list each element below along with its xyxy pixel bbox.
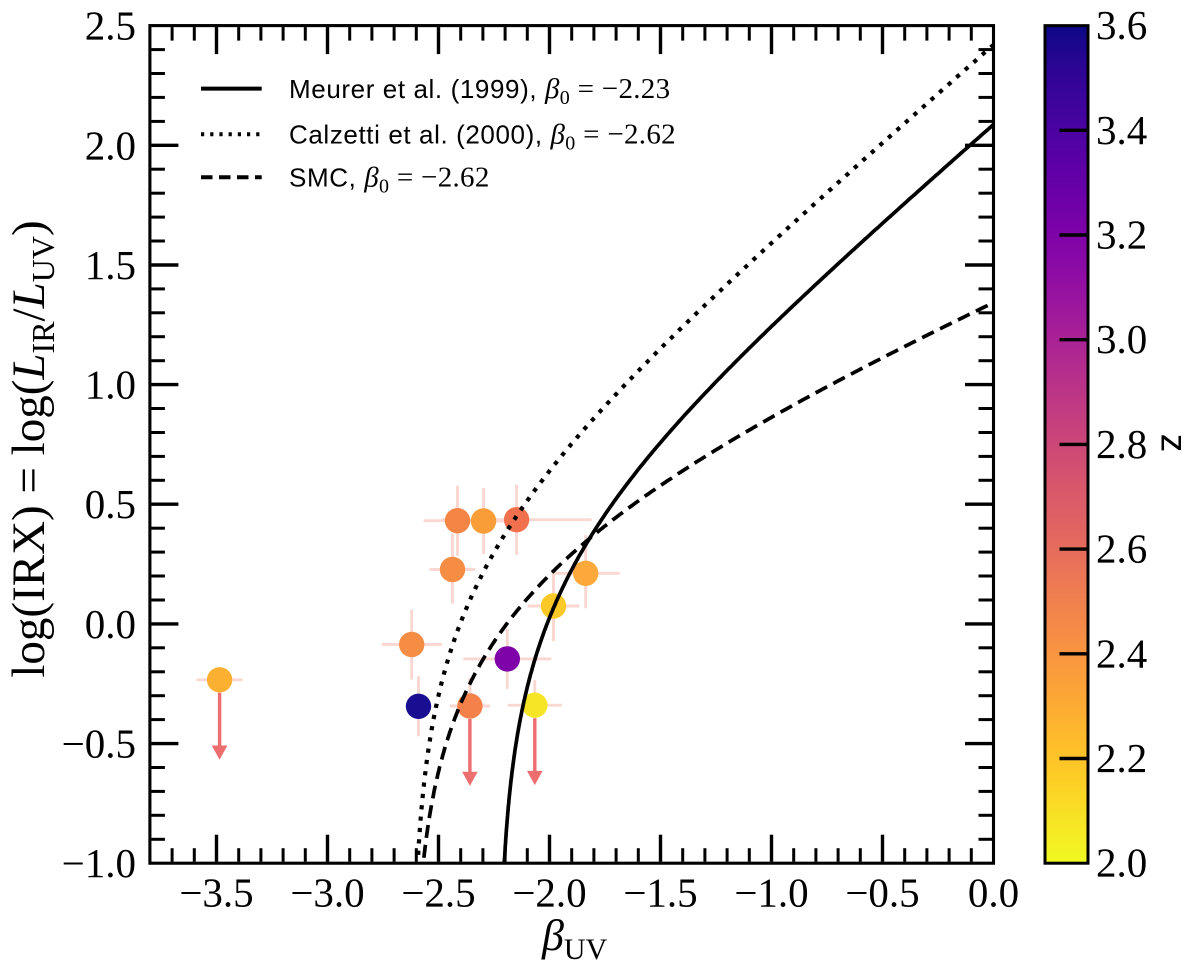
svg-text:3.4: 3.4 <box>1096 107 1147 153</box>
svg-text:0.0: 0.0 <box>85 601 136 647</box>
svg-text:2.0: 2.0 <box>85 122 136 168</box>
svg-text:−2.0: −2.0 <box>512 870 586 916</box>
svg-text:1.5: 1.5 <box>85 242 136 288</box>
svg-text:−0.5: −0.5 <box>845 870 919 916</box>
svg-text:Meurer et al. (1999), β0 = −2.: Meurer et al. (1999), β0 = −2.23 <box>289 73 670 109</box>
svg-text:z: z <box>1154 434 1195 453</box>
svg-text:0.0: 0.0 <box>968 870 1019 916</box>
svg-text:SMC, β0 = −2.62: SMC, β0 = −2.62 <box>289 162 490 198</box>
svg-text:2.8: 2.8 <box>1096 421 1147 467</box>
svg-text:2.0: 2.0 <box>1096 840 1147 886</box>
svg-text:3.6: 3.6 <box>1096 2 1147 48</box>
svg-text:−2.5: −2.5 <box>401 870 475 916</box>
svg-text:3.2: 3.2 <box>1096 212 1147 258</box>
svg-text:−1.5: −1.5 <box>623 870 697 916</box>
svg-text:2.4: 2.4 <box>1096 630 1147 676</box>
svg-text:−3.0: −3.0 <box>290 870 364 916</box>
svg-text:−1.0: −1.0 <box>62 840 136 886</box>
svg-text:log(IRX) = log(LIR/LUV): log(IRX) = log(LIR/LUV) <box>3 220 61 677</box>
svg-text:Calzetti et al. (2000), β0 = −: Calzetti et al. (2000), β0 = −2.62 <box>289 119 676 155</box>
svg-text:2.6: 2.6 <box>1096 526 1147 572</box>
svg-text:−1.0: −1.0 <box>734 870 808 916</box>
svg-text:3.0: 3.0 <box>1096 316 1147 362</box>
svg-text:−3.5: −3.5 <box>179 870 253 916</box>
svg-text:0.5: 0.5 <box>85 481 136 527</box>
svg-text:βUV: βUV <box>541 911 608 966</box>
svg-text:2.5: 2.5 <box>85 3 136 49</box>
svg-text:2.2: 2.2 <box>1096 735 1147 781</box>
svg-text:−0.5: −0.5 <box>62 721 136 767</box>
svg-text:1.0: 1.0 <box>85 362 136 408</box>
